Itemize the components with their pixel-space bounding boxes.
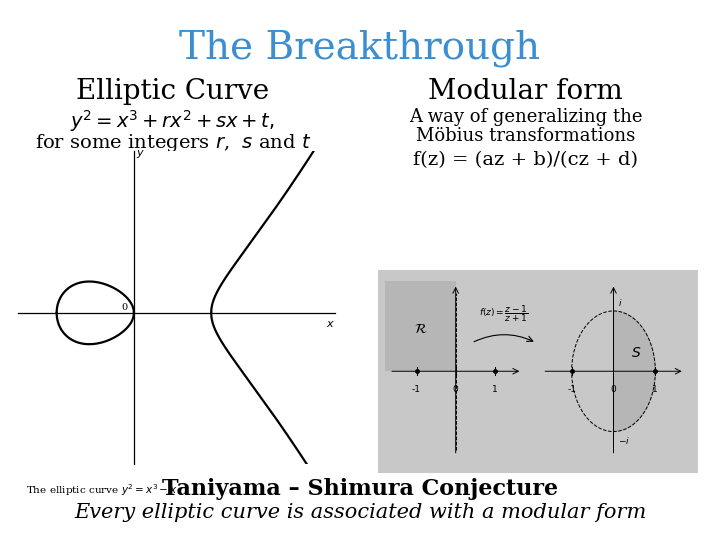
Text: Taniyama – Shimura Conjecture: Taniyama – Shimura Conjecture [162,478,558,500]
Text: The elliptic curve $y^2 = x^3 - x$: The elliptic curve $y^2 = x^3 - x$ [26,482,178,498]
Text: The Breakthrough: The Breakthrough [179,30,541,67]
Text: $x$: $x$ [326,319,336,329]
Text: 0: 0 [122,303,127,312]
Text: Möbius transformations: Möbius transformations [416,127,635,145]
Text: Modular form: Modular form [428,78,623,105]
Text: for some integers $r$,  $s$ and $t$: for some integers $r$, $s$ and $t$ [35,132,311,154]
Text: 1: 1 [492,384,498,394]
Text: $-i$: $-i$ [618,435,630,446]
Text: $y$: $y$ [135,148,145,160]
Text: 0: 0 [611,384,616,394]
Text: $f(z) = \dfrac{z-1}{z+1}$: $f(z) = \dfrac{z-1}{z+1}$ [480,303,528,324]
Text: f(z) = (az + b)/(cz + d): f(z) = (az + b)/(cz + d) [413,151,638,169]
Text: A way of generalizing the: A way of generalizing the [409,108,642,126]
Bar [385,281,456,372]
Text: Every elliptic curve is associated with a modular form: Every elliptic curve is associated with … [74,503,646,522]
Text: $y^2 = x^3 + rx^2 + sx + t,$: $y^2 = x^3 + rx^2 + sx + t,$ [71,108,275,134]
Text: $S$: $S$ [631,346,642,360]
Text: -1: -1 [412,384,421,394]
Text: 1: 1 [652,384,658,394]
FancyBboxPatch shape [378,270,698,472]
Text: 0: 0 [453,384,459,394]
Text: $i$: $i$ [618,297,622,308]
Text: -1: -1 [567,384,576,394]
Text: $\mathcal{R}$: $\mathcal{R}$ [414,322,427,336]
Polygon shape [613,311,655,431]
Text: Elliptic Curve: Elliptic Curve [76,78,269,105]
